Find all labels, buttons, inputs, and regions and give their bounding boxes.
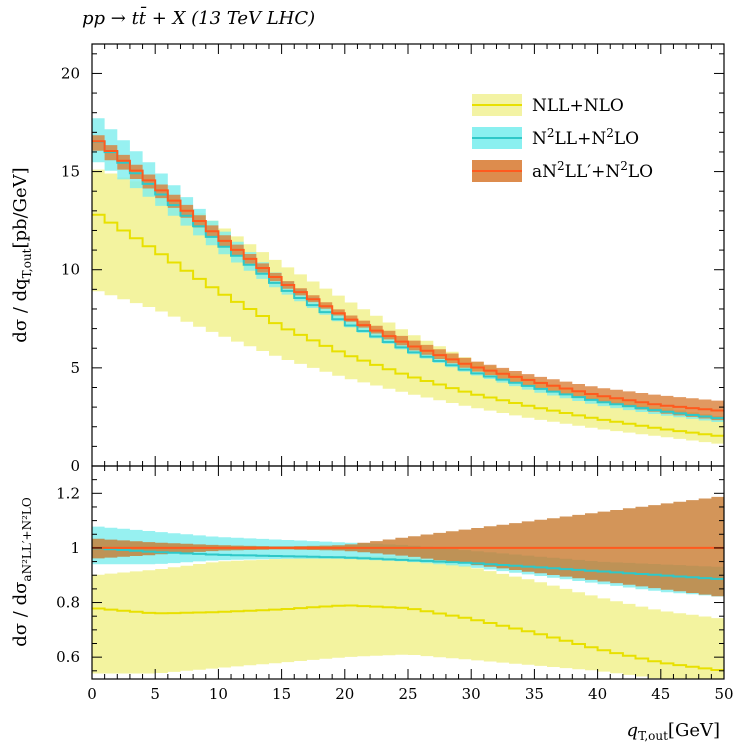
legend: NLL+NLO N2LL+N2LO aN2LL′+N2LO <box>472 94 653 182</box>
x-tick-label: 45 <box>651 685 670 703</box>
ratio-line-1 <box>92 547 724 580</box>
ratio-y-tick-label: 1.2 <box>56 484 80 502</box>
x-tick-label: 10 <box>209 685 228 703</box>
x-tick-label: 25 <box>398 685 417 703</box>
ratio-band-0 <box>92 556 724 679</box>
legend-label-1: N2LL+N2LO <box>532 126 639 149</box>
legend-label-2: aN2LL′+N2LO <box>532 159 653 182</box>
x-tick-label: 20 <box>335 685 354 703</box>
ratio-y-tick-label: 0.8 <box>56 594 80 612</box>
x-tick-label: 5 <box>150 685 160 703</box>
main-y-tick-label: 5 <box>70 359 80 377</box>
ratio-y-tick-label: 1 <box>70 539 80 557</box>
ratio-band-2 <box>92 496 724 597</box>
x-tick-label: 35 <box>525 685 544 703</box>
main-line-0 <box>92 213 724 437</box>
main-line-1 <box>92 140 724 420</box>
main-y-axis-label: dσ / dqT,out[pb/GeV] <box>10 167 34 342</box>
chart-title: pp → tt̄ + X (13 TeV LHC) <box>82 5 315 29</box>
ratio-line-0 <box>92 604 724 671</box>
ratio-plot-area <box>92 496 724 679</box>
main-y-tick-label: 20 <box>61 64 80 82</box>
main-y-tick-label: 15 <box>61 163 80 181</box>
main-line-2 <box>92 140 724 412</box>
x-tick-label: 30 <box>462 685 481 703</box>
x-tick-label: 0 <box>87 685 97 703</box>
x-tick-label: 40 <box>588 685 607 703</box>
ratio-y-tick-label: 0.6 <box>56 648 80 666</box>
legend-label-0: NLL+NLO <box>532 96 624 116</box>
ratio-band-1 <box>92 526 724 597</box>
x-tick-label: 15 <box>272 685 291 703</box>
ratio-y-axis-label: dσ / dσaN²LL′+N²LO <box>10 497 34 647</box>
main-plot-area <box>92 118 724 444</box>
main-y-tick-label: 0 <box>70 457 80 475</box>
x-tick-label: 50 <box>714 685 733 703</box>
x-axis-label: qT,out[GeV] <box>627 720 720 743</box>
main-y-tick-label: 10 <box>61 261 80 279</box>
